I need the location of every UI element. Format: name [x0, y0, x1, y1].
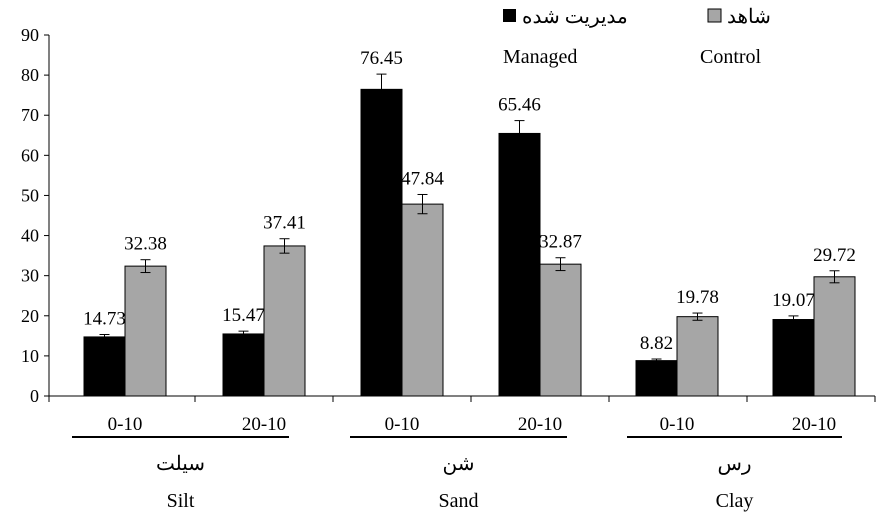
data-label: 32.87 — [539, 232, 582, 253]
managed-bar — [83, 336, 126, 397]
category-label: 0-10 — [108, 414, 143, 435]
data-label: 29.72 — [813, 245, 856, 266]
group-label-fa: سیلت — [156, 453, 205, 475]
group-label-en: Clay — [716, 490, 754, 512]
category-label: 20-10 — [242, 414, 286, 435]
y-tick-label: 60 — [21, 145, 39, 165]
y-tick-label: 80 — [21, 65, 39, 85]
y-tick-label: 20 — [21, 306, 39, 326]
y-tick-label: 40 — [21, 226, 39, 246]
data-label: 37.41 — [263, 213, 306, 234]
control-bar — [263, 245, 306, 397]
category-label: 0-10 — [385, 414, 420, 435]
y-tick-label: 50 — [21, 185, 39, 205]
category-label: 20-10 — [518, 414, 562, 435]
group-label-fa: رس — [717, 453, 751, 475]
group-label-fa: شن — [443, 453, 475, 475]
control-bar — [401, 203, 444, 397]
data-label: 15.47 — [222, 305, 265, 326]
legend-managed-name-en: Managed — [503, 46, 577, 68]
managed-bar — [498, 132, 541, 397]
data-label: 32.38 — [124, 234, 167, 255]
legend-control-swatch — [707, 8, 722, 23]
y-tick-label: 30 — [21, 266, 39, 286]
data-label: 76.45 — [360, 48, 403, 69]
legend-managed-swatch — [503, 9, 516, 22]
y-tick-label: 10 — [21, 346, 39, 366]
legend-managed-name-fa: مدیریت شده — [522, 6, 628, 28]
legend: مدیریت شده Managed شاهد Control — [503, 6, 771, 68]
legend-control-name-fa: شاهد — [727, 6, 771, 28]
managed-bar — [772, 319, 815, 397]
category-label: 0-10 — [660, 414, 695, 435]
data-label: 65.46 — [498, 95, 541, 116]
managed-bar — [222, 333, 265, 397]
managed-bar — [360, 88, 403, 397]
data-label: 19.78 — [676, 287, 719, 308]
data-label: 47.84 — [401, 168, 444, 189]
data-label: 8.82 — [640, 333, 673, 354]
y-tick-label: 90 — [21, 25, 39, 45]
managed-bar — [635, 360, 678, 397]
group-label-en: Sand — [439, 490, 479, 512]
control-bar — [813, 276, 856, 397]
y-tick-label: 0 — [30, 386, 39, 406]
data-label: 14.73 — [83, 309, 126, 330]
group-label-en: Silt — [167, 490, 195, 512]
control-bar — [124, 265, 167, 397]
category-label: 20-10 — [792, 414, 836, 435]
legend-control-name-en: Control — [700, 46, 762, 68]
plot-area: 0 10 20 30 40 50 60 70 80 90 14.73 15.47 76.45 65.46 8… — [21, 25, 876, 512]
y-tick-label: 70 — [21, 105, 39, 125]
data-label: 19.07 — [772, 290, 815, 311]
control-bar — [539, 263, 582, 397]
control-bar — [676, 316, 719, 397]
